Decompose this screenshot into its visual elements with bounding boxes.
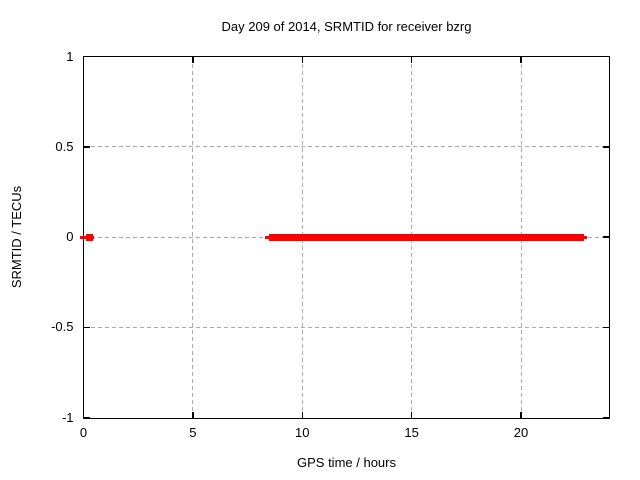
grid-line-y — [83, 326, 609, 328]
y-tick-right — [602, 416, 609, 419]
x-tick-bottom — [301, 411, 303, 418]
x-tick-label: 15 — [404, 424, 419, 440]
y-tick-label: 0.5 — [55, 138, 74, 154]
x-tick-top — [301, 56, 303, 63]
plot-area: 0 5 10 15 20 -1 -0.5 0 0.5 1 — [51, 49, 610, 440]
x-tick-bottom — [410, 411, 413, 418]
y-tick-right — [602, 236, 609, 238]
x-tick-bottom — [192, 411, 194, 418]
y-tick-right — [602, 146, 609, 148]
chart-title: Day 209 of 2014, SRMTID for receiver bzr… — [221, 19, 472, 34]
x-axis-label: GPS time / hours — [297, 455, 396, 470]
y-tick-left — [83, 416, 90, 419]
y-tick-left — [83, 55, 90, 58]
x-tick-top — [410, 56, 413, 63]
y-tick-label: -0.5 — [51, 319, 74, 335]
y-tick-label: -1 — [61, 409, 74, 425]
y-tick-left — [83, 146, 90, 148]
y-tick-left — [83, 326, 90, 328]
y-tick-label: 0 — [66, 229, 74, 244]
x-tick-label: 5 — [189, 424, 197, 440]
x-tick-label: 20 — [513, 424, 529, 440]
y-axis-label: SRMTID / TECUs — [9, 185, 24, 289]
x-tick-label: 0 — [79, 424, 88, 440]
x-tick-top — [520, 56, 522, 63]
x-tick-top — [192, 56, 194, 63]
data-point-run — [269, 233, 585, 241]
grid-line-y — [83, 146, 609, 148]
x-tick-bottom — [520, 411, 522, 418]
y-tick-right — [602, 326, 609, 328]
y-tick-right — [602, 55, 609, 58]
data-point-run — [85, 233, 93, 241]
x-tick-bottom — [82, 411, 85, 418]
x-tick-label: 10 — [295, 424, 310, 440]
y-tick-label: 1 — [66, 48, 74, 64]
x-tick-top — [82, 56, 85, 63]
